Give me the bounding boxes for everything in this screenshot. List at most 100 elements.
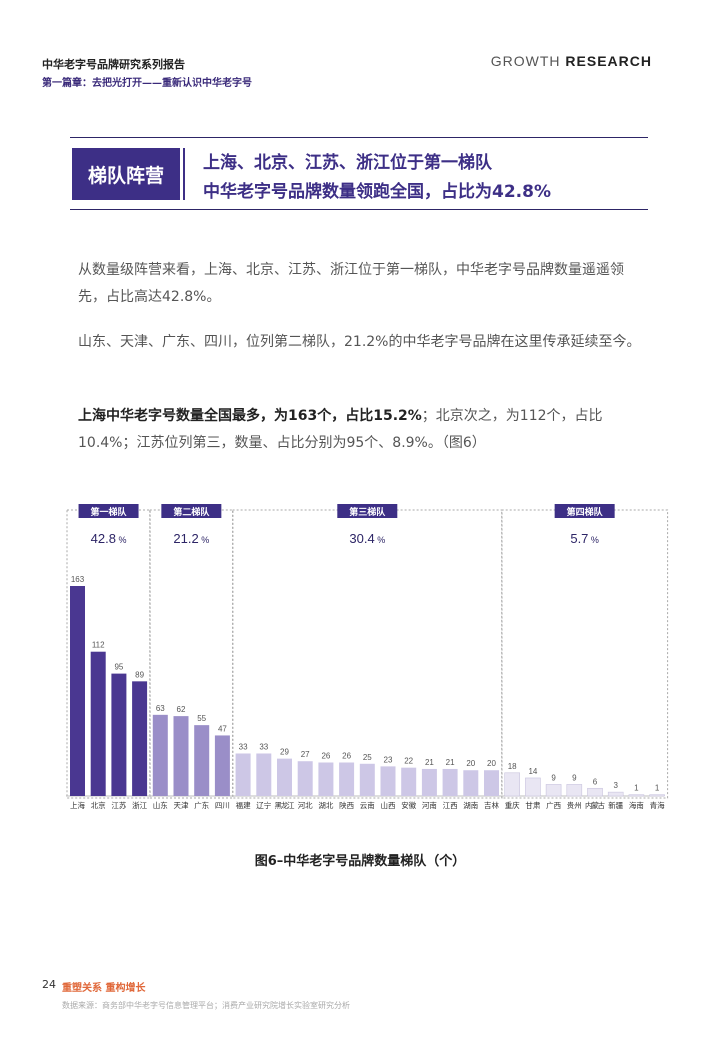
bar-重庆 <box>504 772 521 797</box>
bar-广东 <box>194 725 210 796</box>
tier-label-3: 第三梯队 <box>349 506 386 518</box>
value-label-福建: 33 <box>239 742 248 751</box>
value-label-新疆: 3 <box>613 781 618 790</box>
value-label-陕西: 26 <box>342 752 351 761</box>
value-label-湖北: 26 <box>321 752 330 761</box>
brand-logo: GROWTH RESEARCH <box>491 53 652 69</box>
value-label-广西: 9 <box>551 773 556 782</box>
category-label-安徽: 安徽 <box>401 800 416 810</box>
category-label-四川: 四川 <box>215 801 230 810</box>
bar-上海 <box>70 586 85 796</box>
bar-贵州 <box>566 784 583 797</box>
value-label-安徽: 22 <box>404 757 413 766</box>
page-number: 24 <box>42 978 56 991</box>
value-label-上海: 163 <box>71 575 85 584</box>
footer-slogan: 重塑关系 重构增长 <box>62 983 146 994</box>
category-label-上海: 上海 <box>70 800 85 810</box>
category-label-广东: 广东 <box>194 800 209 810</box>
tier-label-bg-1 <box>78 504 139 518</box>
value-label-四川: 47 <box>218 724 227 733</box>
category-label-福建: 福建 <box>236 800 251 810</box>
tier-box-3 <box>232 509 503 799</box>
bar-内蒙古 <box>587 787 603 797</box>
category-label-重庆: 重庆 <box>505 800 520 810</box>
tier-share-1: 42.8 % <box>91 531 127 546</box>
category-label-山西: 山西 <box>381 800 396 810</box>
category-label-青海: 青海 <box>650 800 665 810</box>
value-label-内蒙古: 6 <box>593 777 598 786</box>
category-label-山东: 山东 <box>153 800 168 810</box>
category-label-湖北: 湖北 <box>318 801 333 810</box>
value-label-海南: 1 <box>634 784 639 793</box>
paragraph-3: 上海中华老字号数量全国最多，为163个，占比15.2%；北京次之，为112个，占… <box>78 403 648 457</box>
bar-浙江 <box>132 681 148 796</box>
value-label-浙江: 89 <box>135 670 144 679</box>
paragraph-3-bold: 上海中华老字号数量全国最多，为163个，占比15.2% <box>78 408 422 424</box>
value-label-重庆: 18 <box>508 762 517 771</box>
category-label-天津: 天津 <box>174 801 189 810</box>
data-source: 数据来源：商务部中华老字号信息管理平台；消费产业研究院增长实验室研究分析 <box>62 1001 350 1010</box>
category-label-辽宁: 辽宁 <box>256 800 271 810</box>
paragraph-1: 从数量级阵营来看，上海、北京、江苏、浙江位于第一梯队，中华老字号品牌数量遥遥领先… <box>78 262 624 305</box>
bar-天津 <box>173 716 189 796</box>
value-label-北京: 112 <box>92 641 105 650</box>
report-title: 中华老字号品牌研究系列报告 <box>42 58 185 71</box>
category-label-江西: 江西 <box>443 801 458 810</box>
value-label-辽宁: 33 <box>259 742 268 751</box>
value-label-江西: 21 <box>446 758 455 767</box>
value-label-湖南: 20 <box>466 759 475 768</box>
tier-box-4 <box>501 509 669 799</box>
value-label-山东: 63 <box>156 704 165 713</box>
bar-四川 <box>214 735 230 796</box>
tier-label-1: 第一梯队 <box>91 506 128 518</box>
tier-label-bg-2 <box>161 504 222 518</box>
bar-甘肃 <box>525 777 541 797</box>
category-label-新疆: 新疆 <box>608 800 623 810</box>
bar-海南 <box>628 794 645 797</box>
bar-湖北 <box>318 762 334 796</box>
bar-广西 <box>545 784 562 797</box>
badge-divider <box>183 148 185 200</box>
bar-山西 <box>380 766 396 796</box>
category-label-浙江: 浙江 <box>132 800 147 810</box>
section-rule-top <box>70 137 648 138</box>
bar-北京 <box>90 651 106 796</box>
tier-label-4: 第四梯队 <box>567 506 604 518</box>
category-label-河南: 河南 <box>422 800 437 810</box>
category-label-海南: 海南 <box>629 800 644 810</box>
tier-share-3: 30.4 % <box>349 531 385 546</box>
category-label-黑龙江: 黑龙江 <box>275 800 296 810</box>
category-label-河北: 河北 <box>298 801 313 810</box>
category-label-内蒙古: 内蒙古 <box>585 800 606 810</box>
value-label-吉林: 20 <box>487 759 496 768</box>
bar-河北 <box>297 761 313 796</box>
bar-安徽 <box>401 767 417 796</box>
bar-青海 <box>649 794 665 797</box>
bar-河南 <box>421 768 437 796</box>
value-label-河北: 27 <box>301 750 310 759</box>
category-label-湖南: 湖南 <box>463 800 478 810</box>
category-label-江苏: 江苏 <box>111 800 126 810</box>
tier-label-bg-4 <box>554 504 615 518</box>
bar-山东 <box>152 714 168 796</box>
bar-layer: 163上海112北京95江苏89浙江63山东62天津55广东47四川33福建33… <box>66 575 665 810</box>
bar-湖南 <box>463 770 479 796</box>
category-label-北京: 北京 <box>91 800 106 810</box>
bar-吉林 <box>484 770 499 796</box>
value-label-天津: 62 <box>177 705 186 714</box>
section-badge: 梯队阵营 <box>72 148 180 200</box>
value-label-青海: 1 <box>655 784 660 793</box>
category-label-广西: 广西 <box>546 800 561 810</box>
bar-辽宁 <box>256 753 272 796</box>
brand-prefix: GROWTH <box>490 53 561 69</box>
bar-福建 <box>235 753 251 796</box>
category-label-云南: 云南 <box>360 800 375 810</box>
bar-云南 <box>359 763 375 796</box>
tier-share-4: 5.7 % <box>570 531 599 546</box>
chapter-subtitle: 第一篇章：去把光打开——重新认识中华老字号 <box>42 78 252 89</box>
value-label-江苏: 95 <box>114 663 123 672</box>
bar-新疆 <box>607 791 624 797</box>
bar-陕西 <box>339 762 355 796</box>
value-label-云南: 25 <box>363 753 372 762</box>
